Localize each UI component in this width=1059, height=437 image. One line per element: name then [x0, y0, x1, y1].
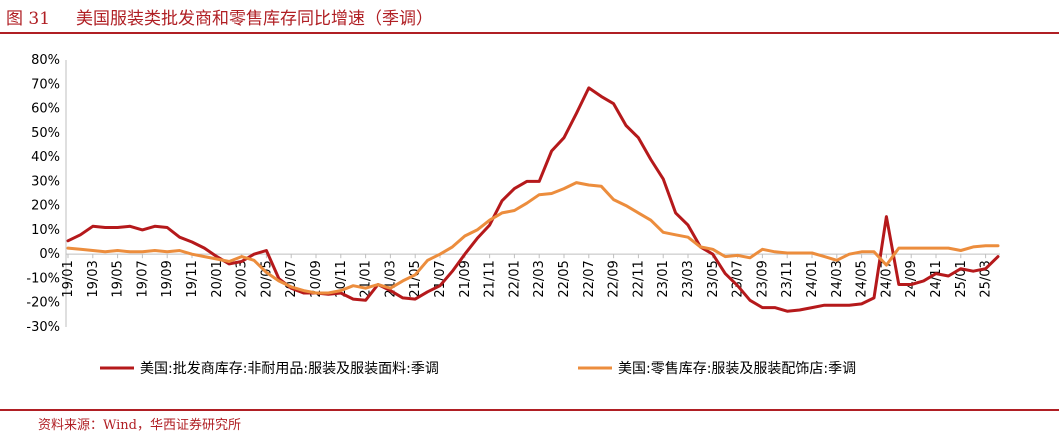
x-tick-label: 22/09 [607, 260, 622, 297]
x-tick-label: 23/05 [706, 260, 721, 297]
y-tick-label: 50% [31, 126, 60, 141]
figure-title: 图 31 美国服装类批发商和零售库存同比增速（季调） [6, 4, 433, 29]
legend-label-2: 美国:零售库存:服装及服装配饰店:季调 [618, 361, 856, 377]
y-tick-label: -20% [26, 296, 60, 311]
figure-number: 图 31 [6, 9, 51, 29]
x-tick-label: 25/01 [954, 260, 969, 297]
x-tick-label: 24/07 [879, 260, 894, 297]
y-tick-label: 30% [31, 174, 60, 189]
legend: 美国:批发商库存:非耐用品:服装及服装面料:季调 美国:零售库存:服装及服装配饰店… [100, 361, 856, 377]
x-tick-label: 19/09 [160, 260, 175, 297]
x-tick-label: 25/03 [979, 260, 994, 297]
x-tick-label: 20/03 [235, 260, 250, 297]
x-tick-label: 19/01 [61, 260, 76, 297]
series-layer [66, 86, 1000, 313]
x-axis: 19/01 19/03 19/05 19/07 19/09 19/11 20/01 20/03… [61, 253, 1000, 298]
y-axis: 80% 70% 60% 50% 40% 30% 20% 10% 0% -10% -20% -30% [26, 53, 67, 335]
x-tick-label: 22/01 [507, 260, 522, 297]
x-tick-label: 24/05 [855, 260, 870, 297]
y-tick-label: 20% [31, 199, 60, 214]
footer-divider [0, 409, 1059, 411]
x-tick-label: 20/09 [309, 260, 324, 297]
y-tick-label: -10% [26, 271, 60, 286]
series-line-2 [66, 181, 1000, 295]
x-tick-label: 19/05 [111, 260, 126, 297]
y-tick-label: 80% [31, 53, 60, 68]
x-tick-label: 24/11 [929, 260, 944, 297]
title-divider [0, 32, 1059, 34]
x-tick-label: 23/07 [731, 260, 746, 297]
x-tick-label: 21/11 [483, 260, 498, 297]
x-tick-label: 23/03 [681, 260, 696, 297]
figure-title-text: 美国服装类批发商和零售库存同比增速（季调） [76, 9, 434, 29]
y-tick-label: 40% [31, 150, 60, 165]
x-tick-label: 19/07 [135, 260, 150, 297]
y-tick-label: 0% [39, 247, 60, 262]
x-tick-label: 23/09 [755, 260, 770, 297]
y-tick-label: 60% [31, 102, 60, 117]
x-tick-label: 24/09 [904, 260, 919, 297]
y-tick-label: -30% [26, 320, 60, 335]
legend-label-1: 美国:批发商库存:非耐用品:服装及服装面料:季调 [140, 361, 439, 377]
line-chart: 80% 70% 60% 50% 40% 30% 20% 10% 0% -10% -20% -30% 1… [26, 53, 1000, 377]
x-tick-label: 22/07 [582, 260, 597, 297]
x-tick-label: 22/11 [631, 260, 646, 297]
y-tick-label: 10% [31, 223, 60, 238]
x-tick-label: 19/11 [185, 260, 200, 297]
y-tick-label: 70% [31, 77, 60, 92]
x-tick-label: 20/01 [210, 260, 225, 297]
source-note: 资料来源：Wind，华西证券研究所 [38, 418, 241, 433]
x-tick-label: 23/11 [780, 260, 795, 297]
x-tick-label: 22/05 [557, 260, 572, 297]
x-tick-label: 22/03 [532, 260, 547, 297]
x-tick-label: 19/03 [86, 260, 101, 297]
x-tick-label: 24/03 [830, 260, 845, 297]
x-tick-label: 21/09 [458, 260, 473, 297]
x-tick-label: 23/01 [656, 260, 671, 297]
x-tick-label: 24/01 [805, 260, 820, 297]
